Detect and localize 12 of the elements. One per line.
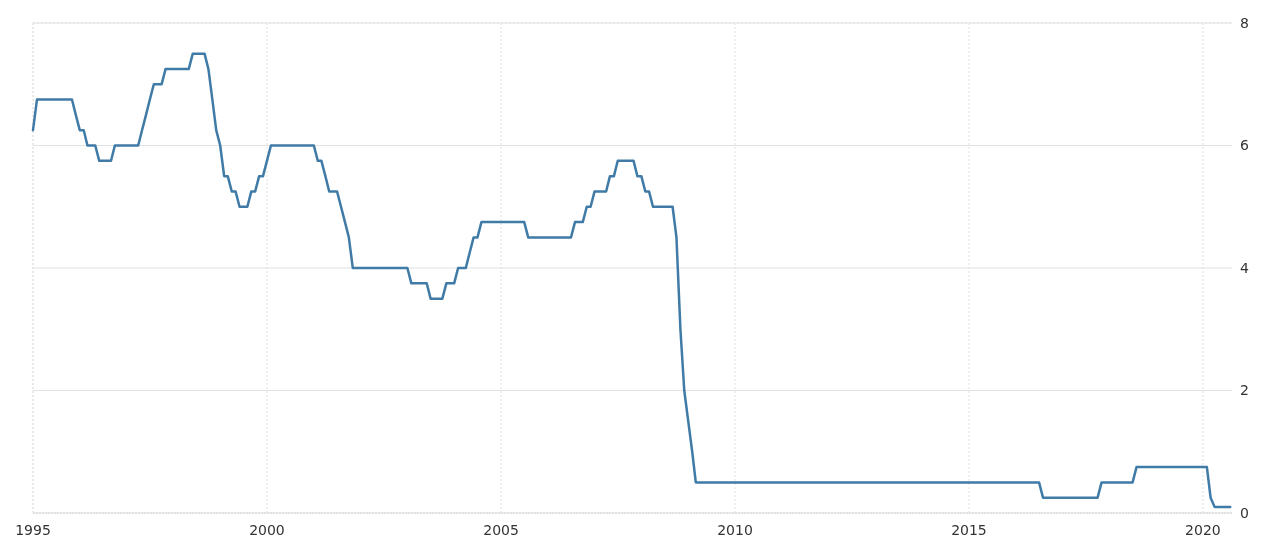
x-tick-label: 2015 xyxy=(951,522,987,538)
x-tick-label: 1995 xyxy=(15,522,51,538)
x-tick-label: 2020 xyxy=(1185,522,1221,538)
y-tick-label: 0 xyxy=(1240,504,1249,521)
y-tick-label: 6 xyxy=(1240,137,1249,154)
y-tick-label: 2 xyxy=(1240,382,1249,399)
x-tick-label: 2010 xyxy=(717,522,753,538)
line-series xyxy=(31,52,1232,509)
x-tick-label: 2000 xyxy=(249,522,285,538)
y-tick-label: 4 xyxy=(1240,259,1249,276)
y-tick-label: 8 xyxy=(1240,14,1249,31)
x-tick-label: 2005 xyxy=(483,522,519,538)
